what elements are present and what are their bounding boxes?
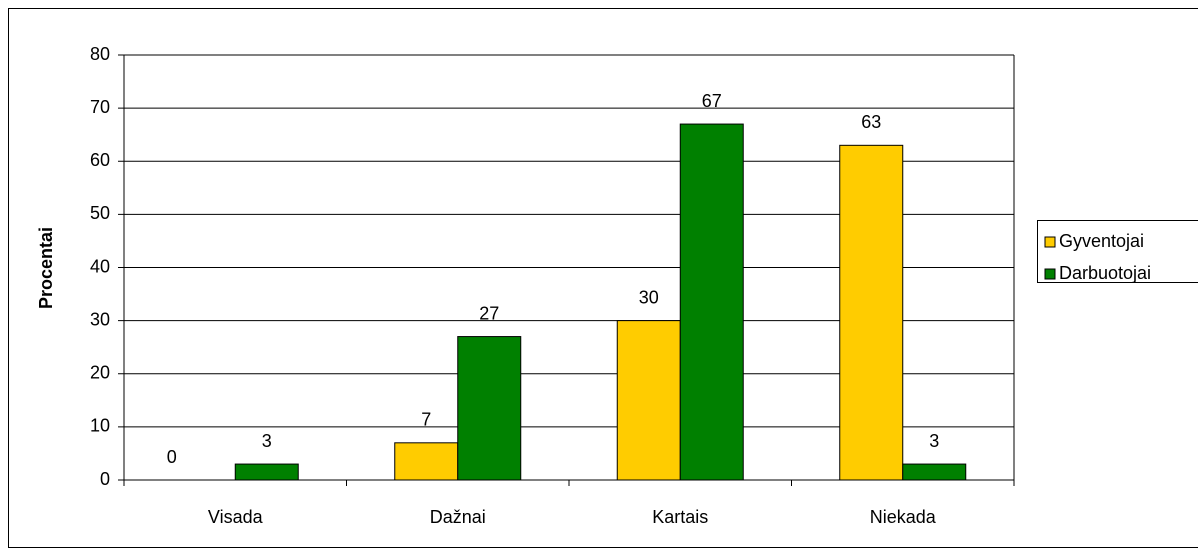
legend-frame	[1037, 220, 1198, 283]
x-tick-label: Visada	[208, 507, 264, 527]
y-tick-label: 40	[90, 256, 110, 276]
value-label: 3	[262, 431, 272, 451]
value-label: 67	[702, 91, 722, 111]
bar	[394, 442, 459, 481]
y-tick-label: 70	[90, 97, 110, 117]
x-tick-label: Kartais	[652, 507, 708, 527]
y-tick-label: 60	[90, 150, 110, 170]
x-tick-label: Dažnai	[430, 507, 486, 527]
y-tick-label: 50	[90, 203, 110, 223]
value-label: 27	[479, 303, 499, 323]
bar	[457, 336, 522, 481]
legend-swatch	[1044, 236, 1056, 248]
y-tick-label: 10	[90, 416, 110, 436]
value-label: 0	[167, 447, 177, 467]
value-label: 3	[929, 431, 939, 451]
bar	[234, 463, 299, 481]
bar	[839, 144, 904, 481]
y-axis-label: Procentai	[36, 227, 56, 309]
legend-swatch	[1044, 268, 1056, 280]
bar	[679, 123, 744, 481]
y-tick-label: 80	[90, 44, 110, 64]
chart-frame	[8, 8, 1198, 548]
value-label: 7	[421, 410, 431, 430]
value-label: 63	[861, 112, 881, 132]
bar	[616, 320, 681, 481]
bar	[902, 463, 967, 481]
x-tick-label: Niekada	[870, 507, 937, 527]
value-label: 30	[639, 287, 659, 307]
y-tick-label: 20	[90, 363, 110, 383]
legend-label: Darbuotojai	[1059, 263, 1151, 283]
y-tick-label: 0	[100, 469, 110, 489]
legend-label: Gyventojai	[1059, 231, 1144, 251]
y-tick-label: 30	[90, 309, 110, 329]
